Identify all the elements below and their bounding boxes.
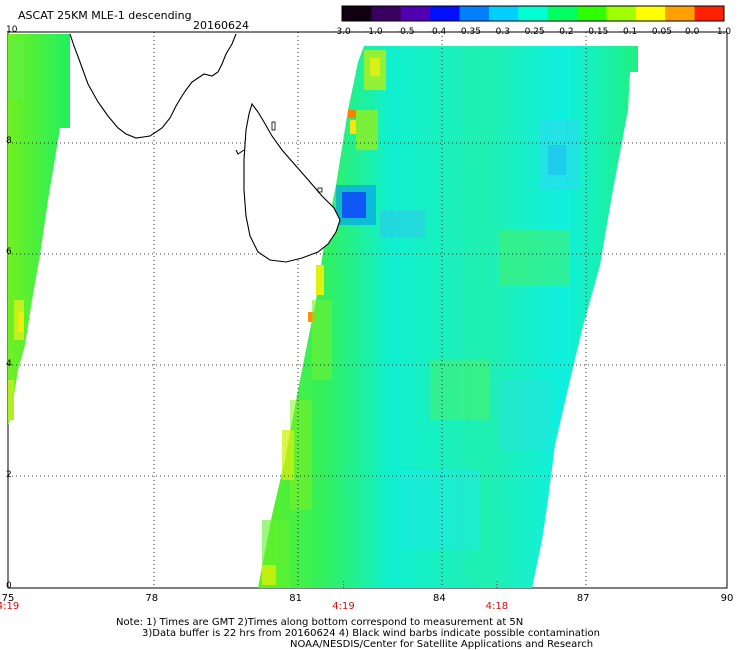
colorbar-segment [577,6,607,21]
colorbar-segment [459,6,490,21]
colorbar-segment [635,6,666,21]
x-tick-label: 84 [433,593,446,604]
coast-islet [271,121,276,131]
coast-islet [317,187,323,193]
colorbar-segment [430,6,461,21]
map-date: 20160624 [193,19,249,32]
map-title: ASCAT 25KM MLE-1 descending [18,9,192,22]
x-tick-label: 81 [289,593,302,604]
colorbar-segment [400,6,431,21]
y-tick-label: 2 [6,469,12,480]
colorbar-tick-label: -0.05 [648,27,672,37]
x-tick-label: 75 [1,593,15,604]
colorbar-segment [342,6,372,21]
note-line-3: NOAA/NESDIS/Center for Satellite Applica… [290,639,594,650]
note-line-2: 3)Data buffer is 22 hrs from 20160624 4)… [142,628,600,639]
time-label: 4:19 [0,601,20,612]
left-swath [8,34,70,425]
time-ticks [7,580,498,588]
y-tick-label: 10 [6,25,18,35]
colorbar-tick-label: -0.3 [492,27,510,37]
colorbar-segment [488,6,519,21]
colorbar-segment [665,6,696,21]
map-gridlines [8,32,727,588]
y-tick-label: 0 [6,581,12,591]
colorbar-tick-label: -0.25 [521,27,545,37]
y-tick-label: 4 [6,358,12,369]
coast-islet [235,149,245,155]
colorbar-segment [518,6,549,21]
colorbar-segment [694,6,725,21]
colorbar-tick-label: -0.4 [428,27,447,37]
right-swath [258,46,638,588]
sri-lanka-coastline [243,102,341,263]
colorbar-segment [606,6,637,21]
time-label: 4:19 [332,601,355,612]
x-tick-label: 90 [720,593,734,604]
colorbar-tick-label: 0.0 [684,27,700,37]
colorbar-tick-label: -1.0 [365,27,383,37]
x-tick-label: 78 [145,593,159,604]
colorbar-tick-label: -0.5 [396,27,415,37]
colorbar-border [341,5,725,22]
colorbar-tick-label: -0.15 [585,27,609,37]
colorbar-tick-label: -0.1 [619,27,638,37]
colorbar-segment [547,6,578,21]
india-coastline [69,33,237,139]
y-tick-label: 8 [6,136,12,147]
x-tick-label: 87 [576,593,590,604]
colorbar-tick-label: -0.2 [556,27,574,37]
colorbar-tick-label: 1.0 [716,27,732,37]
colorbar [341,5,725,22]
colorbar-tick-label: -3.0 [333,27,351,37]
colorbar-segment [371,6,402,21]
time-label: 4:18 [485,601,509,612]
note-line-1: Note: 1) Times are GMT 2)Times along bot… [116,617,524,628]
colorbar-tick-label: -0.35 [457,27,481,37]
y-tick-label: 6 [6,247,12,258]
